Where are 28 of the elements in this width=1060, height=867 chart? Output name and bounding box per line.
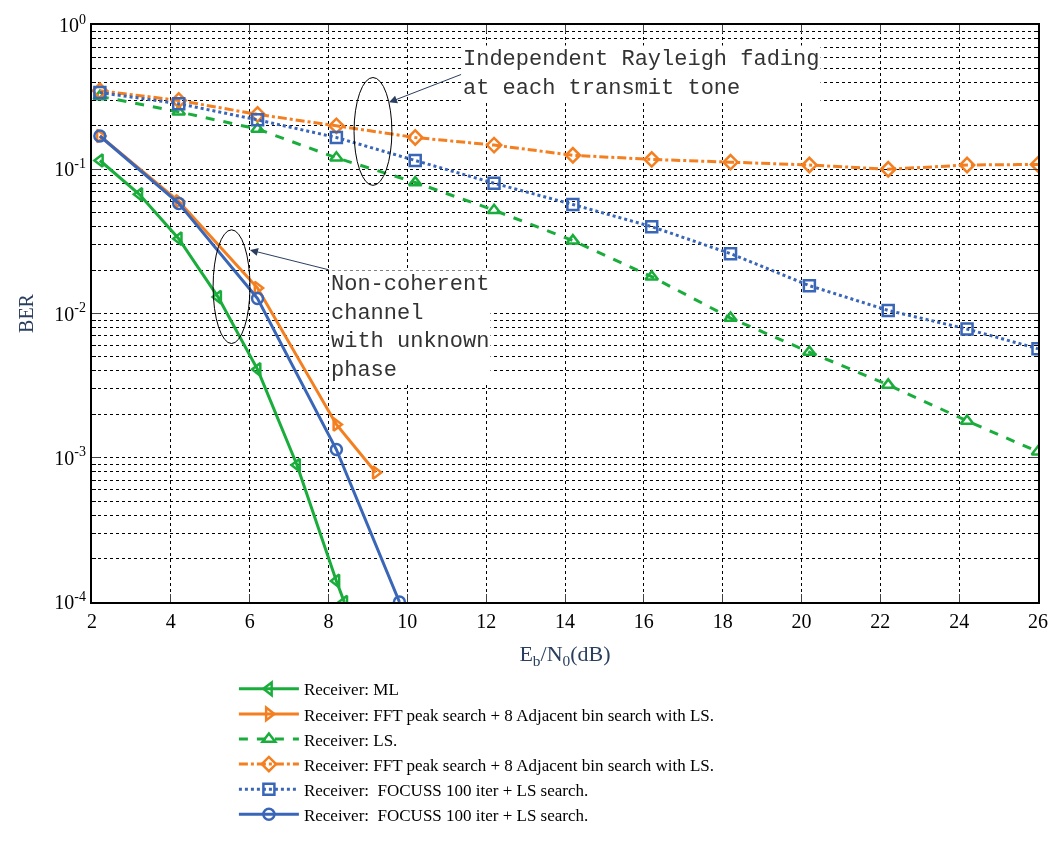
x-tick-label: 8 (323, 610, 334, 632)
legend-label: Receiver: FOCUSS 100 iter + LS search. (303, 805, 589, 825)
x-tick-label: 12 (476, 610, 497, 632)
y-tick-label: 10$^{-2}$ (54, 300, 86, 325)
x-tick-label: 24 (949, 610, 970, 632)
legend-label: Receiver: FFT peak search + 8 Adjacent bin search with LS. (303, 705, 714, 725)
legend-label: Receiver: LS. (303, 730, 398, 750)
y-tick-label: 10$^{-3}$ (54, 444, 86, 469)
x-tick-label: 18 (712, 610, 733, 632)
x-tick-label: 20 (791, 610, 812, 632)
x-tick-label: 16 (633, 610, 654, 632)
legend-label: Receiver: FFT peak search + 8 Adjacent bin search with LS. (303, 755, 714, 775)
x-tick-label: 10 (397, 610, 418, 632)
y-tick-label: 10$^{0}$ (59, 11, 86, 36)
annotation: Independent Rayleigh fading at each transmit tone (463, 47, 820, 101)
x-tick-label: 4 (165, 610, 176, 632)
x-tick-label: 26 (1028, 610, 1048, 632)
legend-label: Receiver: FOCUSS 100 iter + LS search. (303, 780, 589, 800)
x-tick-label: 14 (555, 610, 575, 632)
y-tick-label: 10$^{-1}$ (54, 155, 86, 181)
x-tick-label: 22 (870, 610, 891, 632)
x-tick-label: 2 (87, 610, 97, 632)
y-tick-label: 10$^{-4}$ (54, 588, 86, 613)
y-axis-title: BER (15, 293, 38, 333)
x-tick-label: 6 (244, 610, 255, 632)
annotation: Non-coherent channel with unknown phase (331, 272, 490, 383)
x-axis-title: E$_{b}$/N$_{0}$(dB) (519, 641, 611, 670)
legend-label: Receiver: ML (303, 680, 399, 700)
